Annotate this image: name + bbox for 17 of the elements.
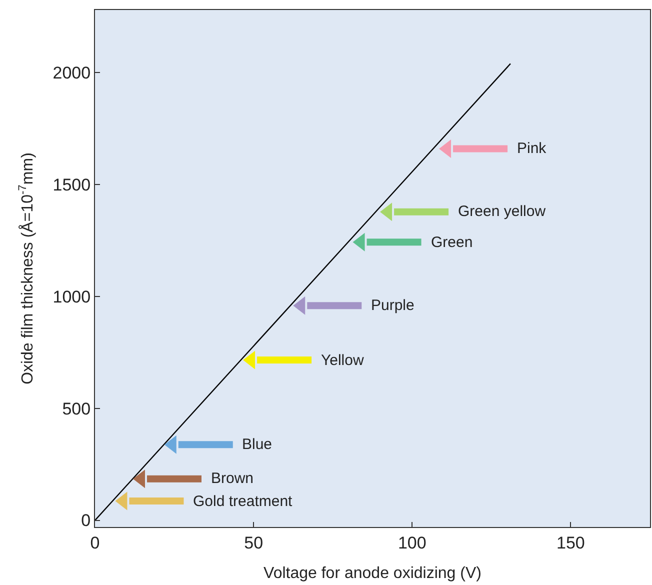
y-tick-label: 500 [62, 399, 91, 418]
data-label: Green yellow [458, 203, 546, 220]
y-tick-label: 0 [81, 511, 91, 530]
data-label: Yellow [321, 352, 364, 369]
data-label: Blue [242, 436, 272, 453]
x-tick-label: 100 [398, 533, 426, 552]
data-label: Brown [211, 470, 254, 487]
y-tick-label: 1500 [52, 176, 91, 195]
x-tick-label: 150 [556, 533, 585, 552]
y-tick-label: 1000 [52, 287, 91, 306]
x-axis-title: Voltage for anode oxidizing (V) [264, 565, 482, 582]
data-label: Green [431, 234, 473, 251]
y-tick-label: 2000 [52, 64, 91, 83]
data-label: Gold treatment [193, 493, 294, 510]
data-label: Pink [517, 140, 547, 157]
data-label: Purple [371, 297, 414, 314]
x-tick-label: 50 [244, 533, 264, 552]
